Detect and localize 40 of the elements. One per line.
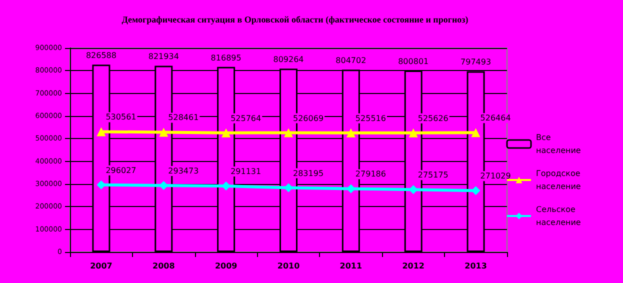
- data-label: 291131: [230, 167, 262, 176]
- legend-label: Все население: [536, 133, 581, 155]
- data-label: 526464: [480, 114, 511, 123]
- data-label: 525764: [230, 114, 262, 123]
- data-label: 283195: [293, 168, 324, 178]
- point: [471, 128, 480, 138]
- point: [222, 128, 231, 138]
- chart-title: Демографическая ситуация в Орловской области (фактическое состояние и прогноз): [122, 14, 468, 24]
- data-label: 816895: [210, 53, 242, 62]
- x-tick-label: 2007: [90, 262, 112, 270]
- data-label: 528461: [168, 113, 199, 122]
- data-label: 826588: [86, 51, 116, 60]
- data-label: 275175: [418, 170, 448, 180]
- point: [346, 128, 356, 138]
- x-tick-label: 2011: [340, 262, 362, 270]
- point: [284, 128, 293, 138]
- data-label: 293473: [168, 166, 199, 176]
- data-label: 530561: [106, 112, 136, 122]
- x-tick-label: 2010: [277, 262, 300, 270]
- legend-label: Сельское население: [536, 205, 581, 227]
- x-tick-label: 2013: [464, 262, 487, 270]
- x-tick-label: 2009: [214, 262, 238, 270]
- point: [96, 127, 106, 136]
- data-label: 526069: [293, 114, 324, 123]
- data-label: 809264: [273, 55, 304, 64]
- data-label: 525516: [355, 114, 386, 123]
- legend-label: Городское население: [536, 169, 583, 191]
- point: [408, 128, 418, 138]
- data-label: 296027: [106, 166, 136, 175]
- data-label: 797493: [460, 58, 492, 67]
- point: [284, 183, 293, 192]
- data-label: 271029: [480, 172, 511, 181]
- x-tick-label: 2012: [402, 262, 424, 270]
- point: [159, 128, 168, 137]
- data-label: 800801: [398, 56, 429, 66]
- data-label: 821934: [148, 52, 179, 62]
- x-tick-label: 2008: [152, 262, 176, 270]
- data-label: 525626: [418, 114, 448, 123]
- data-label: 279186: [355, 170, 386, 179]
- data-label: 804702: [336, 56, 366, 66]
